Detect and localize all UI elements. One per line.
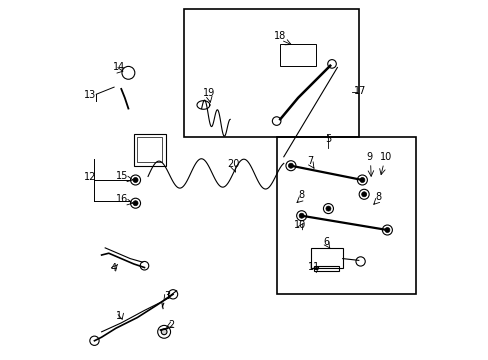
Text: 19: 19 bbox=[202, 88, 214, 98]
Circle shape bbox=[133, 201, 138, 206]
Circle shape bbox=[288, 163, 293, 168]
Bar bbox=[310, 248, 342, 267]
Text: 10: 10 bbox=[293, 220, 305, 230]
Circle shape bbox=[299, 213, 304, 218]
Bar bbox=[280, 44, 315, 66]
Circle shape bbox=[296, 211, 306, 221]
Circle shape bbox=[358, 189, 368, 199]
Text: 1: 1 bbox=[116, 311, 122, 321]
Circle shape bbox=[285, 161, 295, 171]
Circle shape bbox=[361, 192, 366, 197]
Bar bbox=[313, 266, 339, 271]
Circle shape bbox=[355, 257, 365, 266]
Circle shape bbox=[130, 175, 140, 185]
Circle shape bbox=[272, 117, 281, 125]
Text: 2: 2 bbox=[168, 320, 174, 330]
Text: 7: 7 bbox=[307, 156, 313, 166]
Circle shape bbox=[90, 336, 99, 345]
Bar bbox=[137, 137, 162, 162]
Text: 12: 12 bbox=[84, 172, 96, 182]
Text: 3: 3 bbox=[163, 291, 170, 301]
Circle shape bbox=[130, 198, 140, 208]
Text: 8: 8 bbox=[298, 190, 304, 200]
Text: 9: 9 bbox=[366, 152, 372, 162]
Circle shape bbox=[157, 325, 170, 338]
Text: 16: 16 bbox=[116, 194, 128, 204]
Circle shape bbox=[168, 290, 177, 299]
Text: 4: 4 bbox=[111, 262, 117, 273]
Circle shape bbox=[325, 206, 330, 211]
Bar bbox=[276, 137, 415, 294]
Circle shape bbox=[359, 177, 364, 183]
Bar bbox=[183, 9, 358, 137]
Text: 13: 13 bbox=[84, 90, 96, 100]
Text: 20: 20 bbox=[227, 159, 240, 170]
Text: 14: 14 bbox=[112, 62, 124, 72]
Text: 11: 11 bbox=[307, 262, 320, 273]
Text: 18: 18 bbox=[274, 31, 286, 41]
Text: 8: 8 bbox=[375, 192, 381, 202]
Text: 10: 10 bbox=[379, 152, 391, 162]
Circle shape bbox=[161, 329, 166, 335]
Bar bbox=[134, 134, 165, 166]
Circle shape bbox=[122, 66, 135, 79]
Text: 6: 6 bbox=[323, 237, 329, 247]
Circle shape bbox=[140, 261, 148, 270]
Circle shape bbox=[382, 225, 391, 235]
Text: 17: 17 bbox=[354, 86, 366, 96]
Circle shape bbox=[384, 228, 389, 233]
Text: 5: 5 bbox=[325, 135, 331, 144]
Circle shape bbox=[133, 177, 138, 183]
Text: 15: 15 bbox=[116, 171, 128, 181]
Circle shape bbox=[323, 203, 333, 213]
Circle shape bbox=[327, 60, 336, 68]
Circle shape bbox=[357, 175, 366, 185]
